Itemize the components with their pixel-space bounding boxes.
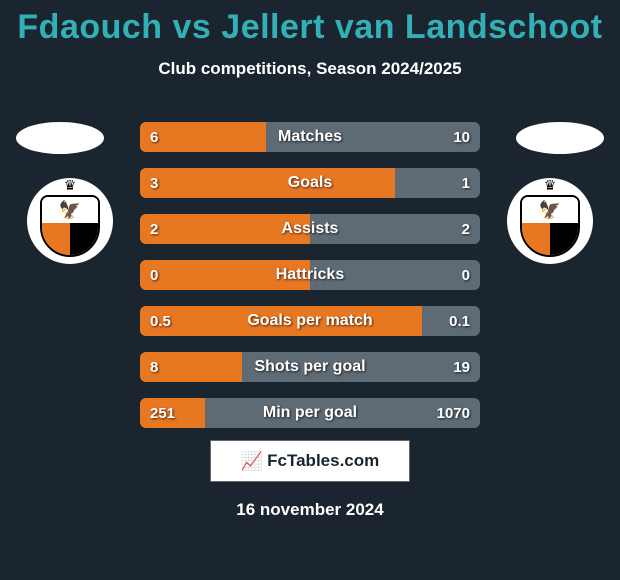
left-club-emblem: ♛ 🦅 — [40, 185, 100, 257]
stat-label: Shots per goal — [140, 352, 480, 382]
stat-label: Goals per match — [140, 306, 480, 336]
left-club-badge: ♛ 🦅 — [27, 178, 113, 264]
page-title: Fdaouch vs Jellert van Landschoot — [0, 0, 620, 47]
left-player-name-oval — [16, 122, 104, 154]
stat-row: 819Shots per goal — [140, 352, 480, 382]
brand-text: FcTables.com — [267, 451, 379, 471]
stat-label: Goals — [140, 168, 480, 198]
subtitle: Club competitions, Season 2024/2025 — [0, 59, 620, 79]
right-player-name-oval — [516, 122, 604, 154]
stat-label: Assists — [140, 214, 480, 244]
right-club-badge: ♛ 🦅 — [507, 178, 593, 264]
crown-icon: ♛ — [544, 177, 557, 194]
stat-row: 22Assists — [140, 214, 480, 244]
stats-bars: 610Matches 31Goals 22Assists 00Hattricks 0.5… — [140, 122, 480, 444]
stat-row: 00Hattricks — [140, 260, 480, 290]
eagle-icon: 🦅 — [539, 200, 561, 221]
stat-label: Min per goal — [140, 398, 480, 428]
stat-row: 610Matches — [140, 122, 480, 152]
chart-icon: 📈 — [241, 451, 263, 472]
eagle-icon: 🦅 — [59, 200, 81, 221]
brand-logo: 📈 FcTables.com — [210, 440, 410, 482]
stat-row: 31Goals — [140, 168, 480, 198]
crown-icon: ♛ — [64, 177, 77, 194]
right-club-emblem: ♛ 🦅 — [520, 185, 580, 257]
stat-label: Hattricks — [140, 260, 480, 290]
stat-label: Matches — [140, 122, 480, 152]
date-text: 16 november 2024 — [0, 500, 620, 520]
stat-row: 2511070Min per goal — [140, 398, 480, 428]
stat-row: 0.50.1Goals per match — [140, 306, 480, 336]
